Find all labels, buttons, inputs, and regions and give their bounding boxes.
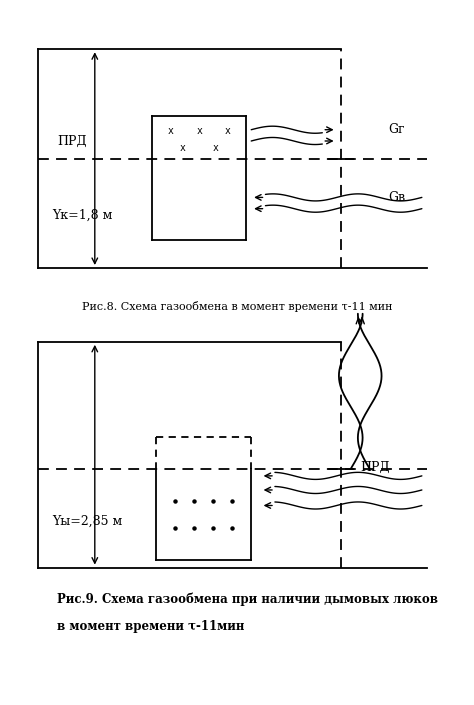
Text: в момент времени τ-11мин: в момент времени τ-11мин	[57, 620, 244, 632]
Text: Yы=2,85 м: Yы=2,85 м	[52, 515, 122, 528]
Text: x: x	[212, 143, 218, 153]
Text: ПРД: ПРД	[360, 461, 390, 474]
Text: Рис.9. Схема газообмена при наличии дымовых люков: Рис.9. Схема газообмена при наличии дымо…	[57, 592, 438, 606]
Text: x: x	[180, 143, 186, 153]
Text: x: x	[196, 126, 202, 136]
Text: Gв: Gв	[389, 191, 406, 204]
Text: ПРД: ПРД	[57, 135, 86, 147]
Text: x: x	[225, 126, 230, 136]
Text: Yк=1,8 м: Yк=1,8 м	[52, 209, 112, 221]
Text: x: x	[168, 126, 173, 136]
Text: Рис.8. Схема газообмена в момент времени τ-11 мин: Рис.8. Схема газообмена в момент времени…	[82, 301, 392, 312]
Text: Gг: Gг	[389, 123, 405, 135]
